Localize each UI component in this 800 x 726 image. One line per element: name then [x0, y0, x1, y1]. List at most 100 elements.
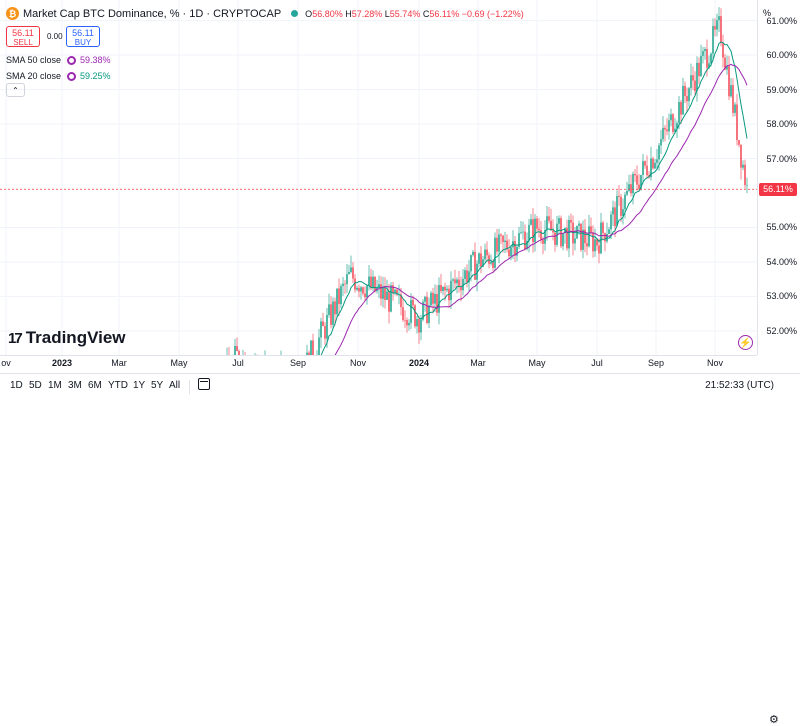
candle-body [344, 283, 346, 285]
price-axis[interactable]: % 61.00% 60.00% 59.00% 58.00% 57.00% 55.00% 54… [757, 0, 800, 355]
range-ytd[interactable]: YTD [108, 380, 128, 391]
candle-body [508, 249, 510, 257]
indicator-settings-icon[interactable] [67, 55, 77, 65]
candle-body [428, 305, 430, 323]
candle-body [632, 173, 634, 194]
candle-body [738, 140, 740, 145]
candle-body [464, 270, 466, 279]
candle-body [386, 291, 388, 300]
candle-body [706, 49, 708, 68]
candle-body [342, 283, 344, 287]
lightning-icon[interactable]: ⚡ [738, 335, 753, 350]
candle-body [308, 352, 310, 355]
candle-body [638, 184, 640, 189]
time-tick-label: Jul [591, 358, 603, 368]
calendar-icon[interactable] [198, 378, 210, 390]
chevron-up-icon[interactable]: ⌃ [6, 83, 25, 97]
range-5d[interactable]: 5D [29, 380, 42, 391]
candle-body [410, 299, 412, 323]
range-1m[interactable]: 1M [48, 380, 62, 391]
candle-body [688, 88, 690, 102]
candle-body [592, 232, 594, 252]
candle-body [378, 284, 380, 288]
chart-plot[interactable] [0, 0, 757, 355]
range-3m[interactable]: 3M [68, 380, 82, 391]
candle-body [624, 194, 626, 210]
chart-area[interactable]: ₿ Market Cap BTC Dominance, % · 1D · CRY… [0, 0, 757, 355]
candle-body [430, 292, 432, 306]
clock-time[interactable]: 21:52:33 (UTC) [705, 380, 774, 391]
indicator-value: 59.25% [80, 71, 111, 81]
candle-body [352, 267, 354, 279]
candle-body [310, 340, 312, 355]
candle-body [532, 219, 534, 243]
candle-body [444, 286, 446, 291]
time-tick-label: Sep [289, 358, 307, 368]
candle-body [708, 63, 710, 68]
candle-body [732, 85, 734, 113]
indicator-settings-icon[interactable] [67, 71, 77, 81]
candle-body [354, 278, 356, 290]
sell-button[interactable]: 56.11 SELL [6, 26, 40, 47]
range-6m[interactable]: 6M [88, 380, 102, 391]
candle-body [400, 294, 402, 308]
candle-body [530, 219, 532, 225]
time-tick-label: Nov [706, 358, 724, 368]
candle-body [462, 278, 464, 291]
price-tick-label: 57.00% [766, 153, 797, 164]
buy-button[interactable]: 56.11 BUY [66, 26, 100, 47]
range-5y[interactable]: 5Y [151, 380, 164, 391]
indicator-sma-50[interactable]: SMA 50 close 59.38% [6, 55, 111, 65]
range-1y[interactable]: 1Y [133, 380, 146, 391]
candle-body [558, 218, 560, 224]
time-axis[interactable]: ov 2023 Mar May Jul Sep Nov 2024 Mar May Jul Sep Nov… [0, 355, 779, 726]
bitcoin-icon: ₿ [6, 7, 19, 20]
high-label: H [345, 8, 352, 19]
candle-body [486, 249, 488, 256]
candle-body [412, 299, 414, 306]
candle-body [324, 326, 326, 339]
candle-body [446, 288, 448, 291]
candle-body [564, 227, 566, 234]
spread-value: 0.00 [47, 32, 63, 41]
candle-body [746, 184, 748, 186]
candle-body [718, 16, 720, 21]
candle-body [728, 66, 730, 97]
candle-body [672, 114, 674, 132]
tradingview-logo[interactable]: 17 TradingView [8, 328, 126, 348]
candle-body [330, 304, 332, 325]
logo-text: TradingView [25, 328, 126, 347]
change-value: −0.69 (−1.22%) [461, 8, 524, 19]
candle-body [594, 239, 596, 252]
candle-body [484, 249, 486, 260]
time-tick-label: ov [1, 358, 11, 368]
symbol-title[interactable]: Market Cap BTC Dominance, % · 1D · CRYPT… [23, 7, 282, 20]
candle-body [504, 240, 506, 242]
chart-legend: ₿ Market Cap BTC Dominance, % · 1D · CRY… [6, 7, 524, 20]
candle-body [634, 173, 636, 176]
candle-body [422, 301, 424, 320]
low-label: L [384, 8, 390, 19]
candle-body [346, 274, 348, 285]
candle-body [516, 246, 518, 256]
candle-body [554, 232, 556, 245]
candle-body [562, 233, 564, 247]
candle-body [666, 129, 668, 132]
range-1d[interactable]: 1D [10, 380, 23, 391]
candle-body [318, 337, 320, 355]
time-tick-label: Mar [470, 358, 486, 368]
open-value: 56.80% [312, 8, 343, 19]
candle-body [674, 128, 676, 132]
gear-icon[interactable]: ⚙ [769, 714, 779, 726]
candle-body [364, 293, 366, 298]
candle-body [664, 127, 666, 130]
sma-50-line [334, 63, 748, 355]
candle-body [404, 320, 406, 321]
candle-body [714, 26, 716, 30]
axis-unit[interactable]: % [763, 8, 772, 18]
candle-body [720, 16, 722, 44]
range-all[interactable]: All [169, 380, 181, 391]
candle-body [710, 53, 712, 64]
candle-body [468, 271, 470, 283]
indicator-sma-20[interactable]: SMA 20 close 59.25% [6, 71, 111, 81]
